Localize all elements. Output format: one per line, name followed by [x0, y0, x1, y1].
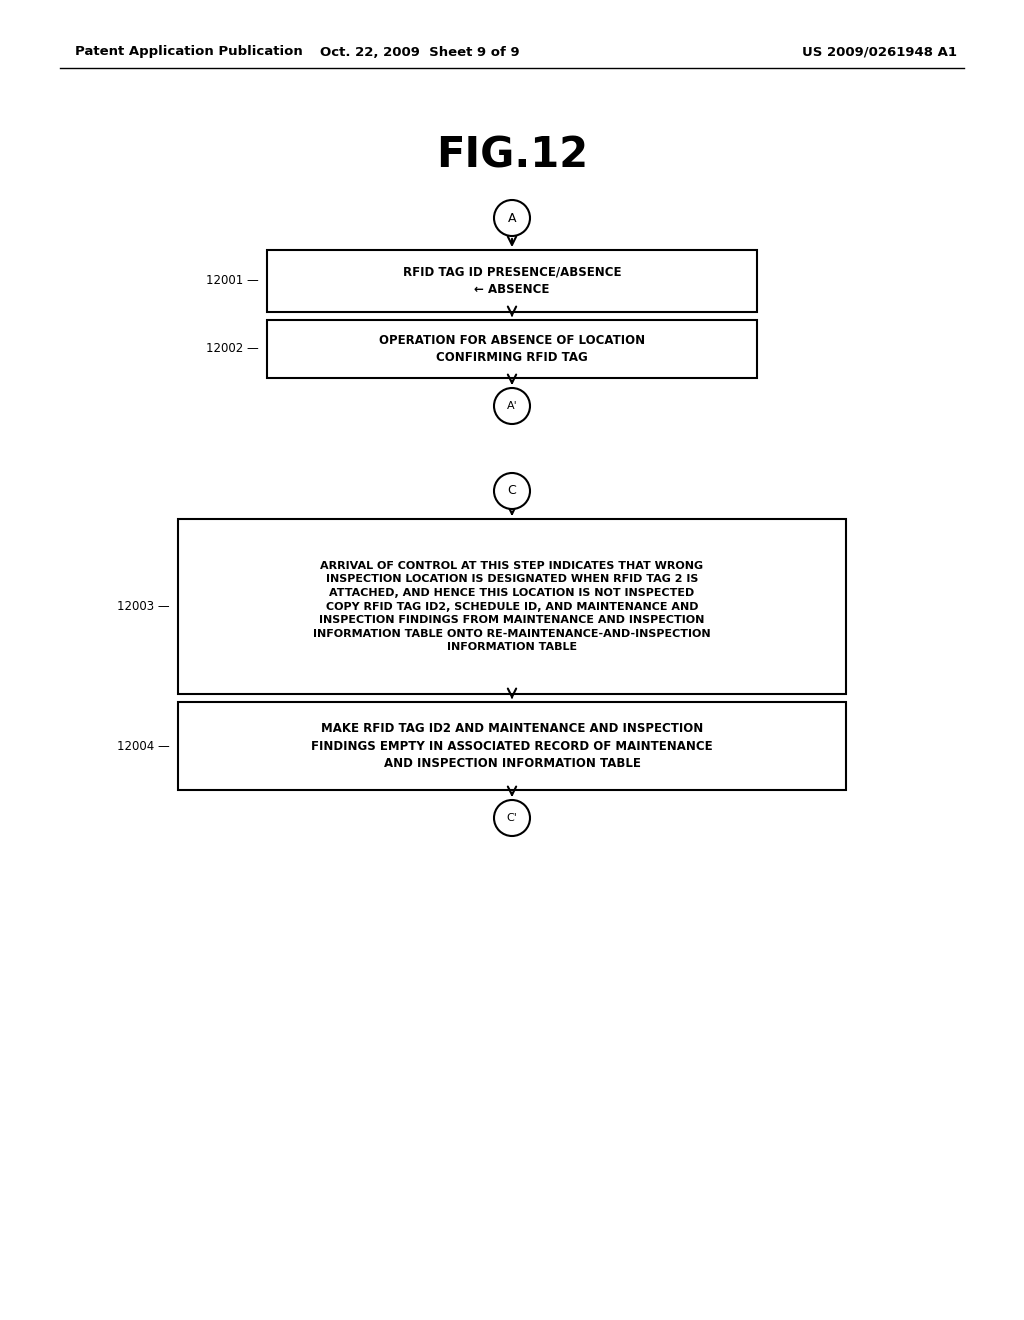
- Text: 12003 —: 12003 —: [118, 601, 170, 612]
- Circle shape: [494, 473, 530, 510]
- Text: US 2009/0261948 A1: US 2009/0261948 A1: [803, 45, 957, 58]
- Circle shape: [494, 388, 530, 424]
- Text: Patent Application Publication: Patent Application Publication: [75, 45, 303, 58]
- Text: MAKE RFID TAG ID2 AND MAINTENANCE AND INSPECTION
FINDINGS EMPTY IN ASSOCIATED RE: MAKE RFID TAG ID2 AND MAINTENANCE AND IN…: [311, 722, 713, 770]
- FancyBboxPatch shape: [178, 702, 846, 789]
- FancyBboxPatch shape: [178, 519, 846, 694]
- Text: A': A': [507, 401, 517, 411]
- Text: 12001 —: 12001 —: [206, 275, 259, 288]
- Text: 12004 —: 12004 —: [118, 739, 170, 752]
- Text: Oct. 22, 2009  Sheet 9 of 9: Oct. 22, 2009 Sheet 9 of 9: [321, 45, 520, 58]
- Text: RFID TAG ID PRESENCE/ABSENCE
← ABSENCE: RFID TAG ID PRESENCE/ABSENCE ← ABSENCE: [402, 265, 622, 296]
- Text: ARRIVAL OF CONTROL AT THIS STEP INDICATES THAT WRONG
INSPECTION LOCATION IS DESI: ARRIVAL OF CONTROL AT THIS STEP INDICATE…: [313, 561, 711, 652]
- Text: C': C': [507, 813, 517, 822]
- FancyBboxPatch shape: [267, 249, 757, 312]
- Text: OPERATION FOR ABSENCE OF LOCATION
CONFIRMING RFID TAG: OPERATION FOR ABSENCE OF LOCATION CONFIR…: [379, 334, 645, 364]
- FancyBboxPatch shape: [267, 319, 757, 378]
- Text: C: C: [508, 484, 516, 498]
- Circle shape: [494, 800, 530, 836]
- Text: FIG.12: FIG.12: [436, 135, 588, 176]
- Text: A: A: [508, 211, 516, 224]
- Circle shape: [494, 201, 530, 236]
- Text: 12002 —: 12002 —: [206, 342, 259, 355]
